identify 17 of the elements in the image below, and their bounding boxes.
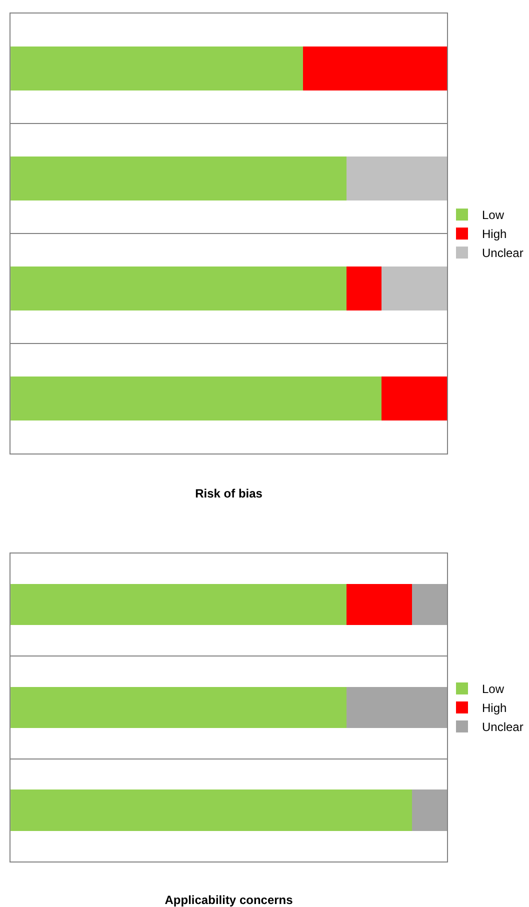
bar (382, 376, 447, 421)
bar (10, 266, 347, 311)
bar (382, 266, 447, 311)
legend-label: High (482, 701, 507, 716)
x-axis-title: Applicability concerns (164, 893, 294, 907)
legend-label: High (482, 227, 507, 242)
bar (10, 46, 303, 91)
x-axis-title: Risk of bias (195, 486, 263, 500)
legend-label: Low (482, 682, 504, 696)
bar (346, 266, 382, 311)
legend-label: Unclear (482, 246, 524, 260)
bar (346, 156, 447, 201)
bar (302, 46, 447, 91)
legend-label: Unclear (482, 720, 524, 734)
bar (10, 376, 382, 421)
bar (10, 156, 347, 201)
legend-label: Low (482, 208, 504, 222)
